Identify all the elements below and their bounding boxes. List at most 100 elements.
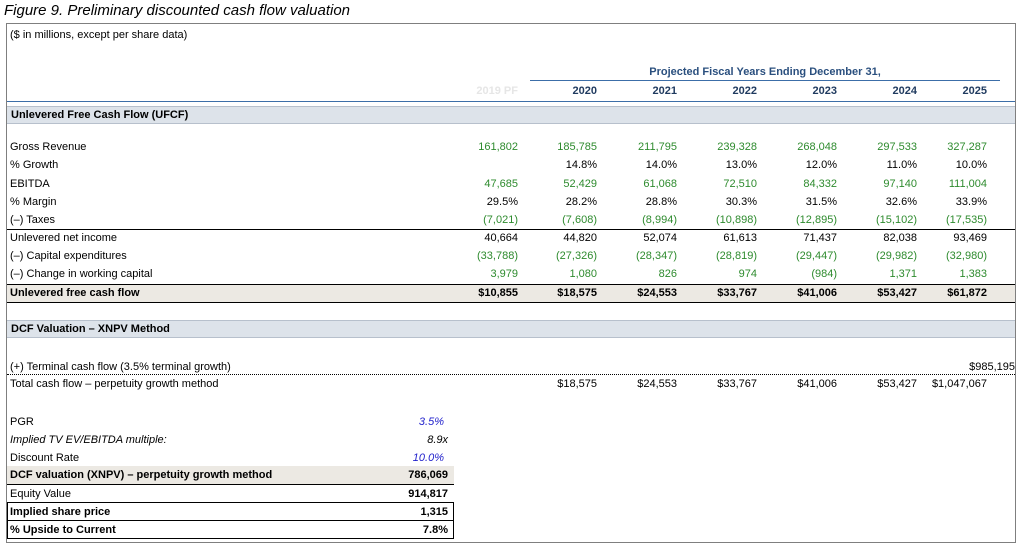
total-cell-4: $53,427: [877, 378, 917, 390]
capex-cell-4: (29,447): [796, 250, 837, 262]
gross_revenue-cell-3: 239,328: [717, 141, 757, 153]
margin-cell-3: 30.3%: [725, 196, 757, 208]
net_income-cell-3: 61,613: [723, 232, 757, 244]
pgr-value: 3.5%: [418, 416, 444, 428]
net_income-cell-0: 40,664: [484, 232, 518, 244]
growth-cell-2: 14.0%: [645, 159, 677, 171]
gross_revenue-cell-6: 327,287: [947, 141, 987, 153]
ufcf-section-title: Unlevered Free Cash Flow (UFCF): [11, 109, 189, 121]
total-cell-1: $24,553: [637, 378, 677, 390]
net_income-cell-1: 44,820: [563, 232, 597, 244]
growth-cell-6: 10.0%: [955, 159, 987, 171]
year-header-0: 2019 PF: [476, 85, 518, 97]
ebitda-label: EBITDA: [10, 178, 50, 190]
margin-cell-4: 31.5%: [805, 196, 837, 208]
terminal-value: $985,195: [969, 361, 1015, 373]
taxes-cell-3: (10,898): [716, 214, 757, 226]
capex-cell-1: (27,326): [556, 250, 597, 262]
year-header-1: 2020: [572, 85, 597, 97]
dcf-value-shade: [7, 466, 454, 484]
margin-cell-5: 32.6%: [885, 196, 917, 208]
projected-underline: [530, 80, 1000, 81]
net_income-cell-5: 82,038: [883, 232, 917, 244]
total-label: Total cash flow – perpetuity growth meth…: [10, 378, 219, 390]
ufcf-total-shade: [7, 284, 1015, 303]
ebitda-cell-3: 72,510: [723, 178, 757, 190]
table-frame: [6, 23, 1016, 543]
units-note: ($ in millions, except per share data): [10, 29, 188, 41]
growth-cell-1: 14.8%: [565, 159, 597, 171]
figure-title: Figure 9. Preliminary discounted cash fl…: [4, 2, 351, 19]
capex-cell-3: (28,819): [716, 250, 757, 262]
capex-cell-6: (32,980): [946, 250, 987, 262]
ufcf-cell-6: $61,872: [947, 287, 987, 299]
total-cell-0: $18,575: [557, 378, 597, 390]
year-header-2: 2021: [652, 85, 677, 97]
growth-label: % Growth: [10, 159, 59, 171]
wc-cell-2: 826: [658, 268, 677, 280]
projected-header: Projected Fiscal Years Ending December 3…: [649, 66, 881, 78]
tv-multiple-label: Implied TV EV/EBITDA multiple:: [10, 434, 167, 446]
equity-value-value: 914,817: [408, 488, 448, 500]
capex-cell-2: (28,347): [636, 250, 677, 262]
ufcf-cell-5: $53,427: [877, 287, 917, 299]
ufcf-cell-2: $24,553: [637, 287, 677, 299]
growth-cell-4: 12.0%: [805, 159, 837, 171]
gross_revenue-cell-0: 161,802: [478, 141, 518, 153]
ufcf-cell-3: $33,767: [717, 287, 757, 299]
gross_revenue-cell-4: 268,048: [797, 141, 837, 153]
growth-cell-3: 13.0%: [725, 159, 757, 171]
ebitda-cell-2: 61,068: [643, 178, 677, 190]
margin-cell-2: 28.8%: [645, 196, 677, 208]
dcf-section-title: DCF Valuation – XNPV Method: [11, 323, 170, 335]
dcf-value-value: 786,069: [408, 469, 448, 481]
year-header-5: 2024: [892, 85, 917, 97]
ufcf-rule-above: [7, 284, 1015, 285]
gross_revenue-cell-2: 211,795: [638, 141, 677, 153]
capex-cell-5: (29,982): [876, 250, 917, 262]
taxes-label: (–) Taxes: [10, 214, 56, 226]
wc-cell-4: (984): [811, 268, 837, 280]
ufcf-cell-0: $10,855: [478, 287, 518, 299]
wc-cell-3: 974: [738, 268, 757, 280]
gross_revenue-cell-1: 185,785: [557, 141, 597, 153]
ebitda-cell-6: 111,004: [948, 178, 987, 190]
gross_revenue-cell-5: 297,533: [877, 141, 917, 153]
ufcf-cell-4: $41,006: [797, 287, 837, 299]
net_income-cell-2: 52,074: [643, 232, 677, 244]
taxes-cell-4: (12,895): [796, 214, 837, 226]
discount-rate-label: Discount Rate: [10, 452, 80, 464]
total-cell-3: $41,006: [797, 378, 837, 390]
capex-cell-0: (33,788): [477, 250, 518, 262]
dcf-value-label: DCF valuation (XNPV) – perpetuity growth…: [10, 469, 273, 481]
equity-value-label: Equity Value: [10, 488, 71, 500]
net_income-cell-6: 93,469: [953, 232, 987, 244]
terminal-label: (+) Terminal cash flow (3.5% terminal gr…: [10, 361, 231, 373]
margin-label: % Margin: [10, 196, 57, 208]
terminal-rule: [7, 374, 1015, 375]
ufcf-label: Unlevered free cash flow: [10, 287, 140, 299]
ufcf-cell-1: $18,575: [557, 287, 597, 299]
ebitda-cell-0: 47,685: [484, 178, 518, 190]
wc-cell-5: 1,371: [889, 268, 917, 280]
share-price-value: 1,315: [420, 506, 448, 518]
wc-cell-1: 1,080: [569, 268, 597, 280]
taxes-cell-0: (7,021): [483, 214, 518, 226]
year-header-6: 2025: [962, 85, 987, 97]
margin-cell-1: 28.2%: [565, 196, 597, 208]
discount-rate-value: 10.0%: [412, 452, 444, 464]
net_income-cell-4: 71,437: [803, 232, 837, 244]
capex-label: (–) Capital expenditures: [10, 250, 127, 262]
ufcf-rule-below: [7, 302, 1015, 303]
ebitda-cell-4: 84,332: [803, 178, 837, 190]
wc-label: (–) Change in working capital: [10, 268, 153, 280]
ebitda-cell-5: 97,140: [883, 178, 917, 190]
year-header-3: 2022: [732, 85, 757, 97]
margin-cell-0: 29.5%: [486, 196, 518, 208]
ufcf-section-band: Unlevered Free Cash Flow (UFCF): [7, 106, 1015, 124]
tv-multiple-value: 8.9x: [427, 434, 448, 446]
taxes-cell-1: (7,608): [562, 214, 597, 226]
total-cell-5: $1,047,067: [931, 378, 987, 390]
year-header-4: 2023: [812, 85, 837, 97]
net_income-label: Unlevered net income: [10, 232, 118, 244]
